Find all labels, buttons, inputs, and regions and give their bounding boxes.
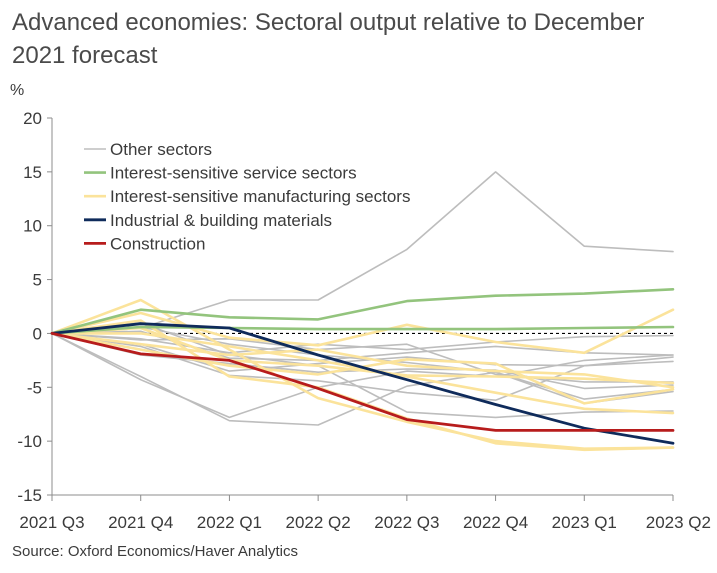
y-tick-label: 20: [23, 109, 42, 128]
series-line-other-sectors: [51, 332, 674, 372]
x-axis-ticks: 2021 Q3 2021 Q4 2022 Q1 2022 Q2 2022 Q3 2022 …: [19, 495, 711, 532]
chart-title: Advanced economies: Sectoral output rela…: [12, 9, 645, 69]
x-tick-label: 2022 Q3: [374, 513, 439, 532]
x-tick-label: 2022 Q2: [286, 513, 351, 532]
y-tick-label: -5: [27, 378, 42, 397]
x-tick-label: 2021 Q4: [108, 513, 173, 532]
legend-label-interest-sensitive-service-sectors: Interest-sensitive service sectors: [110, 164, 357, 183]
x-tick-label: 2023 Q2: [646, 513, 711, 532]
y-tick-label: 0: [33, 324, 42, 343]
legend-label-other-sectors: Other sectors: [110, 140, 212, 159]
legend-label-interest-sensitive-manufacturing-sectors: Interest-sensitive manufacturing sectors: [110, 187, 410, 206]
x-tick-label: 2022 Q4: [463, 513, 528, 532]
series-line-interest-sensitive-manufacturing-sectors: [50, 308, 675, 355]
series-line-interest-sensitive-manufacturing-sectors: [50, 326, 675, 385]
series-line-industrial-building-materials: [50, 322, 675, 445]
source-note: Source: Oxford Economics/Haver Analytics: [12, 543, 298, 560]
y-tick-label: 15: [23, 163, 42, 182]
series-line-other-sectors: [51, 332, 674, 419]
x-tick-label: 2021 Q3: [19, 513, 84, 532]
legend-label-industrial-building-materials: Industrial & building materials: [110, 211, 332, 230]
series-line-other-sectors: [51, 332, 674, 383]
y-axis-unit-label: %: [10, 82, 25, 99]
y-tick-label: 5: [33, 271, 42, 290]
y-axis-ticks: 20 15 10 5 0 -5 -10 -15: [17, 109, 52, 505]
series-line-interest-sensitive-service-sectors: [50, 325, 675, 335]
series-line-construction: [50, 331, 675, 432]
series-line-interest-sensitive-manufacturing-sectors: [50, 332, 675, 389]
y-tick-label: -15: [17, 486, 42, 505]
series-lines: [50, 171, 675, 452]
series-line-interest-sensitive-service-sectors: [50, 287, 675, 335]
x-tick-label: 2022 Q1: [197, 513, 262, 532]
legend: Other sectors Interest-sensitive service …: [84, 140, 410, 253]
series-line-other-sectors: [51, 332, 674, 426]
y-tick-label: 10: [23, 217, 42, 236]
y-tick-label: -10: [17, 432, 42, 451]
legend-label-construction: Construction: [110, 234, 205, 253]
x-tick-label: 2023 Q1: [552, 513, 617, 532]
